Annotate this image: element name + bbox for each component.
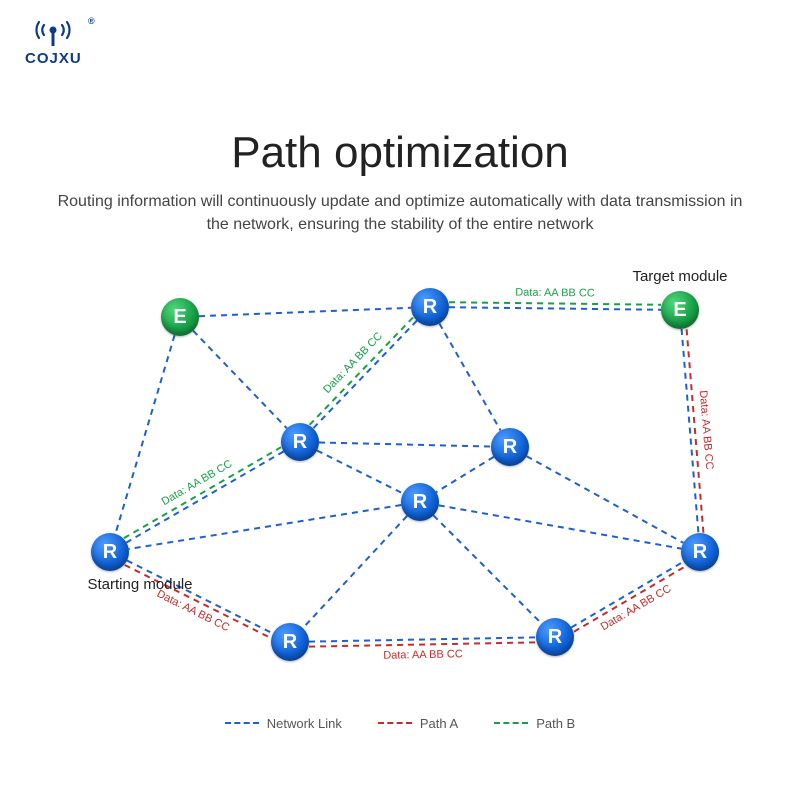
router-node: R [91,533,129,571]
router-node: R [281,423,319,461]
router-node: R [401,483,439,521]
legend-label: Network Link [267,716,342,731]
legend: Network Link Path A Path B [0,712,800,731]
legend-label: Path A [420,716,458,731]
endpoint-node: E [161,298,199,336]
registered-mark: ® [88,16,96,26]
brand-logo: COJXU ® [25,18,82,68]
page-subtitle: Routing information will continuously up… [0,190,800,236]
brand-name: COJXU [25,50,82,67]
network-diagram: Data: AA BB CCData: AA BB CCData: AA BB … [0,252,800,712]
router-node: R [491,428,529,466]
node-caption: Starting module [87,576,192,593]
antenna-icon [31,18,75,48]
endpoint-node: E [661,291,699,329]
router-node: R [271,623,309,661]
router-node: R [681,533,719,571]
legend-item: Network Link [225,716,342,731]
legend-label: Path B [536,716,575,731]
node-caption: Target module [632,268,727,285]
edge-label: Data: AA BB CC [383,649,463,662]
router-node: R [411,288,449,326]
edge-label: Data: AA BB CC [515,286,595,299]
legend-swatch [494,722,528,724]
legend-swatch [378,722,412,724]
page-title: Path optimization [0,128,800,178]
legend-swatch [225,722,259,724]
legend-item: Path B [494,716,575,731]
router-node: R [536,618,574,656]
legend-item: Path A [378,716,458,731]
